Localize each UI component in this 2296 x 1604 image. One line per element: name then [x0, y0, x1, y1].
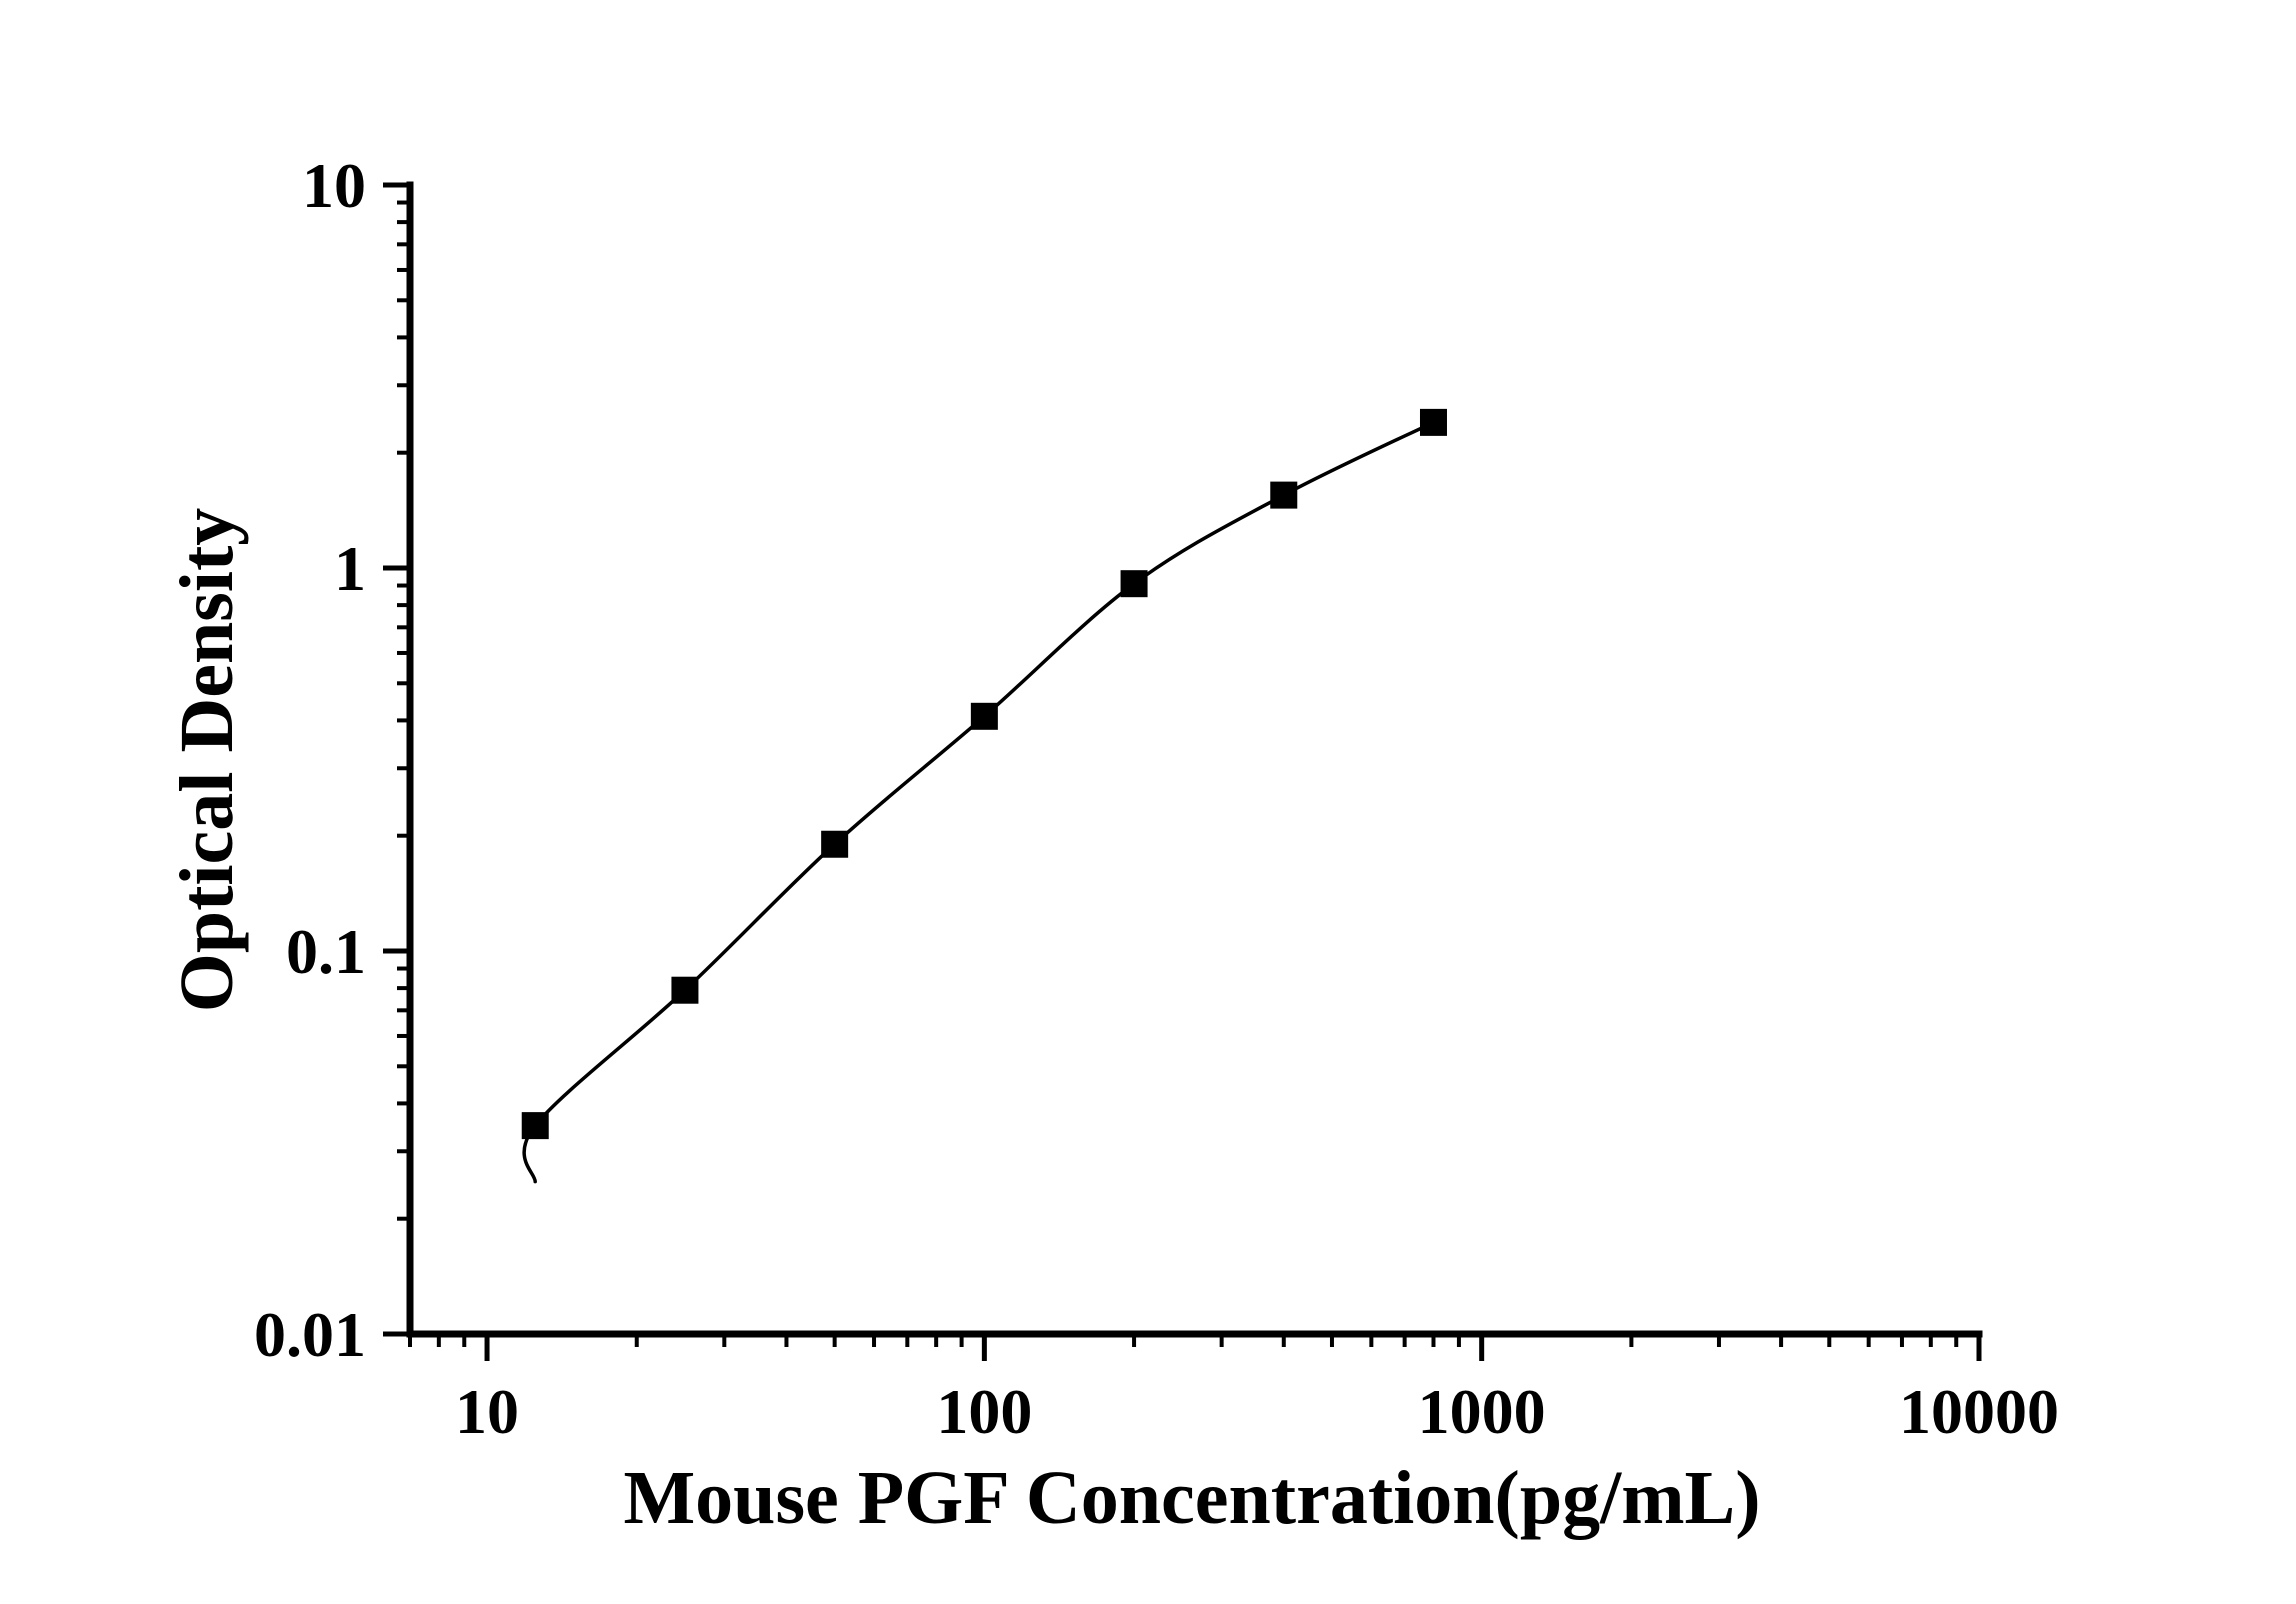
- ticks-layer: [383, 182, 1982, 1361]
- fit-curve-line: [522, 420, 1436, 1184]
- x-axis-tick-label: 100: [936, 1376, 1032, 1447]
- y-axis-tick-label: 10: [302, 150, 366, 221]
- y-axis-title: Optical Density: [165, 508, 249, 1013]
- data-point-marker: [1270, 481, 1298, 509]
- axis-spines: [406, 181, 1983, 1338]
- data-point-marker: [821, 830, 849, 858]
- y-axis-tick-label: 1: [334, 533, 366, 604]
- y-axis-tick-label: 0.01: [254, 1299, 366, 1370]
- data-point-marker: [1120, 570, 1148, 598]
- markers-layer: [521, 408, 1447, 1140]
- x-axis-tick-label: 1000: [1418, 1376, 1546, 1447]
- x-axis-title: Mouse PGF Concentration(pg/mL): [623, 1456, 1760, 1540]
- curve-layer: [522, 420, 1436, 1184]
- tick-labels-layer: 10 100 1000 10000 10 1 0.1 0.01: [254, 150, 2059, 1447]
- x-axis-tick-label: 10: [455, 1376, 519, 1447]
- x-axis-tick-label: 10000: [1899, 1376, 2059, 1447]
- data-point-marker: [521, 1112, 549, 1140]
- data-point-marker: [1419, 408, 1447, 436]
- data-point-marker: [671, 976, 699, 1004]
- y-axis-tick-label: 0.1: [286, 916, 366, 987]
- data-point-marker: [970, 702, 998, 730]
- axes-layer: [406, 181, 1983, 1338]
